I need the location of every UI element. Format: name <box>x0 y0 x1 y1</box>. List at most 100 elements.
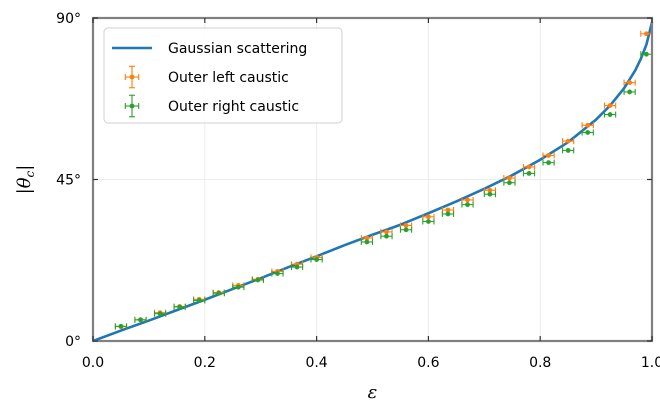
data-point <box>380 233 393 240</box>
data-point <box>542 152 555 159</box>
marker <box>426 219 431 224</box>
data-point <box>483 191 497 198</box>
data-point <box>542 159 555 166</box>
axis-labels: ε |θc| <box>14 165 377 403</box>
y-tick-label: 0° <box>65 334 81 350</box>
legend-item: Gaussian scattering <box>112 41 307 57</box>
data-point <box>461 201 474 208</box>
series-outer-right-caustic <box>114 51 653 330</box>
data-point <box>441 210 455 217</box>
data-point <box>271 270 284 277</box>
marker <box>403 223 409 228</box>
data-point <box>212 290 225 297</box>
data-point <box>399 226 413 233</box>
data-point <box>290 264 304 271</box>
marker <box>255 277 261 283</box>
legend-label: Outer left caustic <box>168 70 289 86</box>
marker <box>644 31 649 37</box>
marker <box>585 122 591 128</box>
marker <box>216 290 222 296</box>
y-axis-label-main: |θ <box>14 177 35 194</box>
marker <box>465 202 470 208</box>
marker <box>546 153 551 158</box>
data-point <box>251 276 265 283</box>
marker <box>314 257 319 262</box>
marker <box>235 284 241 290</box>
data-point <box>522 163 536 170</box>
marker <box>607 112 613 117</box>
x-tick-label: 0.6 <box>417 355 439 371</box>
data-point <box>173 303 186 310</box>
legend-box <box>103 27 343 124</box>
x-tick-label: 0.8 <box>529 355 551 371</box>
data-point <box>134 316 147 323</box>
marker <box>507 175 512 181</box>
ticks: 0.0 0.2 0.4 0.6 0.8 1.0 0° 45° 90° <box>56 11 660 371</box>
marker <box>565 148 571 153</box>
data-point <box>399 222 413 229</box>
marker <box>565 138 571 144</box>
x-tick-label: 0.2 <box>194 355 216 371</box>
y-tick-label: 45° <box>56 173 81 189</box>
data-point <box>422 213 435 220</box>
data-point <box>360 238 374 245</box>
marker <box>465 197 470 203</box>
data-point <box>603 111 617 118</box>
x-tick-label: 0.0 <box>82 355 104 371</box>
x-tick-label: 0.4 <box>305 355 327 371</box>
legend-marker <box>129 74 135 80</box>
marker <box>644 51 649 57</box>
marker <box>426 214 431 220</box>
data-point <box>623 88 636 95</box>
data-point <box>603 102 617 109</box>
data-point <box>562 147 575 154</box>
marker <box>526 164 532 170</box>
data-point <box>153 310 167 317</box>
y-axis-label-sub: c <box>23 170 37 177</box>
series-layer <box>92 21 654 343</box>
data-point <box>503 175 516 182</box>
y-axis-label: |θc| <box>14 165 37 195</box>
legend-item: Outer left caustic <box>124 65 289 89</box>
data-point <box>310 256 323 263</box>
marker <box>196 298 202 303</box>
legend-item: Outer right caustic <box>124 94 299 118</box>
data-point <box>193 297 206 304</box>
marker <box>275 271 280 276</box>
legend-label: Gaussian scattering <box>168 41 307 57</box>
legend: Gaussian scattering Outer left caustic Out… <box>103 27 343 124</box>
marker <box>384 233 389 239</box>
marker <box>138 317 143 323</box>
y-axis-label-close: | <box>14 165 35 171</box>
data-point <box>522 170 536 177</box>
marker <box>585 130 591 135</box>
data-point <box>441 207 455 214</box>
data-point <box>422 218 435 225</box>
marker <box>445 207 451 213</box>
marker <box>607 103 613 108</box>
x-axis-label: ε <box>368 382 378 403</box>
data-point <box>562 138 575 145</box>
marker <box>487 187 493 193</box>
marker <box>177 304 183 310</box>
marker <box>403 227 409 233</box>
marker <box>546 160 551 166</box>
data-point <box>581 129 594 136</box>
marker <box>507 180 512 186</box>
data-point <box>232 284 245 291</box>
marker <box>364 239 370 245</box>
data-point <box>114 323 128 330</box>
data-point <box>581 122 594 129</box>
data-point <box>503 179 516 186</box>
marker <box>157 311 163 317</box>
marker <box>627 89 633 95</box>
marker <box>487 191 493 197</box>
legend-marker <box>129 103 135 109</box>
x-tick-label: 1.0 <box>641 355 660 371</box>
data-point <box>623 79 636 86</box>
marker <box>526 170 532 176</box>
marker <box>627 80 633 85</box>
y-tick-label: 90° <box>56 11 81 27</box>
marker <box>364 235 370 241</box>
